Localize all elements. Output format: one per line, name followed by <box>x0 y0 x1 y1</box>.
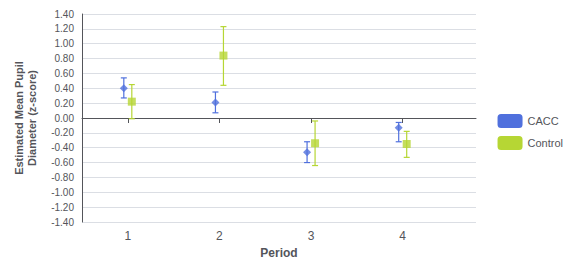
svg-text:0.80: 0.80 <box>55 53 75 64</box>
svg-text:Period: Period <box>260 246 297 260</box>
svg-text:-0.20: -0.20 <box>51 127 74 138</box>
svg-text:4: 4 <box>399 229 406 243</box>
svg-text:3: 3 <box>308 229 315 243</box>
svg-text:1: 1 <box>124 229 131 243</box>
svg-text:Diameter (z-score): Diameter (z-score) <box>26 70 38 166</box>
svg-text:-1.00: -1.00 <box>51 187 74 198</box>
svg-text:1.00: 1.00 <box>55 38 75 49</box>
svg-text:-0.60: -0.60 <box>51 157 74 168</box>
svg-text:0.40: 0.40 <box>55 83 75 94</box>
svg-text:Estimated Mean Pupil: Estimated Mean Pupil <box>13 61 25 175</box>
svg-text:-1.20: -1.20 <box>51 202 74 213</box>
svg-text:1.20: 1.20 <box>55 23 75 34</box>
svg-text:0.20: 0.20 <box>55 98 75 109</box>
svg-text:-1.40: -1.40 <box>51 217 74 228</box>
svg-text:-0.40: -0.40 <box>51 142 74 153</box>
svg-text:0.00: 0.00 <box>55 113 75 124</box>
svg-text:1.40: 1.40 <box>55 9 75 20</box>
svg-text:Control: Control <box>528 137 563 149</box>
svg-text:CACC: CACC <box>528 115 559 127</box>
svg-text:0.60: 0.60 <box>55 68 75 79</box>
svg-text:-0.80: -0.80 <box>51 172 74 183</box>
svg-text:2: 2 <box>216 229 223 243</box>
